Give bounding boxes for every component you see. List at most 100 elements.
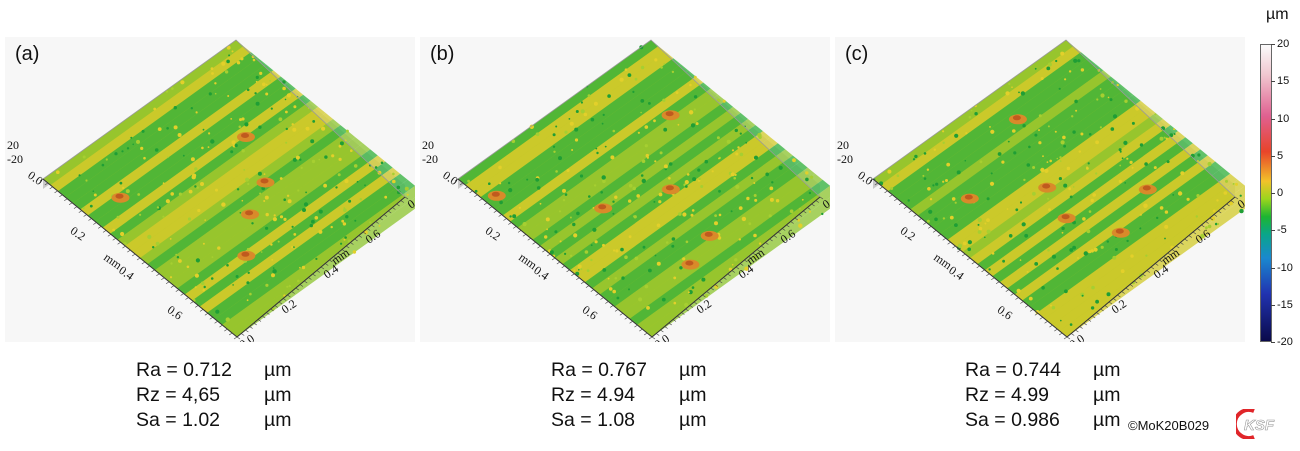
surface-speckle: [716, 136, 720, 140]
surface-speckle: [573, 269, 576, 272]
axis-tick: [180, 293, 184, 296]
surface-speckle: [539, 202, 542, 205]
surface-speckle: [577, 264, 582, 269]
surface-speckle: [1034, 262, 1039, 266]
axis-tick: [879, 186, 883, 190]
surface-speckle: [641, 178, 646, 184]
surface-speckle: [140, 146, 144, 150]
surface-speckle: [321, 126, 326, 131]
surface-stripe: [984, 131, 1186, 277]
surface-speckle: [689, 83, 692, 87]
axis-tick: [112, 238, 116, 241]
surface-speckle: [287, 199, 292, 204]
surface-speckle: [758, 242, 762, 245]
surface-stripe: [614, 167, 816, 313]
axis-tick: [619, 313, 624, 316]
surface-speckle: [989, 126, 991, 128]
axis-tick: [107, 234, 112, 237]
axis-tick: [479, 198, 483, 201]
surface-stripe: [1029, 167, 1231, 313]
surface-stripe: [43, 40, 244, 186]
surface-speckle: [569, 254, 573, 257]
surface-speckle: [263, 200, 266, 202]
surface-speckle: [126, 147, 130, 150]
axis-tick: [1142, 273, 1146, 277]
surface-speckle: [587, 94, 591, 98]
surface-speckle: [309, 223, 313, 228]
stat-unit: µm: [1093, 359, 1121, 381]
axis-tick: [59, 194, 63, 198]
axis-tick: [928, 226, 932, 229]
surface-speckle: [693, 108, 696, 111]
surface-speckle: [954, 133, 959, 138]
surface-speckle: [615, 249, 619, 253]
surface-speckle: [700, 185, 704, 188]
panel-c: 20-200.00.20.40.60.8mm0.00.20.40.60.8mm …: [835, 37, 1245, 342]
axis-tick: [986, 273, 990, 277]
axis-tick: [1234, 196, 1239, 200]
surface-speckle: [628, 288, 630, 291]
surface-speckle: [338, 157, 342, 161]
surface-speckle: [1169, 133, 1174, 138]
stat-ra: Ra = 0.767: [551, 359, 647, 381]
surface-speckle: [187, 217, 192, 221]
surface-speckle: [986, 218, 990, 223]
surface-speckle: [690, 123, 696, 128]
surface-speckle: [291, 246, 294, 249]
surface-bump-peak: [491, 191, 500, 197]
surface-speckle: [121, 150, 124, 153]
surface-speckle: [1032, 166, 1036, 169]
surface-speckle: [965, 132, 968, 135]
surface-speckle: [342, 222, 347, 226]
surface-speckle: [1026, 163, 1031, 167]
surface-speckle: [1196, 194, 1200, 198]
surface-speckle: [1041, 286, 1045, 290]
surface-speckle: [558, 156, 562, 161]
surface-speckle: [1059, 160, 1062, 162]
surface-speckle: [634, 256, 639, 261]
surface-speckle: [226, 59, 230, 64]
surface-speckle: [240, 57, 244, 61]
surface-speckle: [677, 123, 680, 126]
surface-speckle: [607, 277, 610, 280]
surface-speckle: [526, 178, 529, 181]
axis-tick: [498, 214, 502, 217]
axis-tick: [236, 336, 241, 340]
surface-speckle: [1156, 216, 1159, 220]
surface-stripe: [910, 70, 1111, 216]
axis-tick: [1087, 319, 1092, 322]
surface-speckle: [1100, 245, 1104, 249]
surface-speckle: [291, 225, 294, 228]
surface-bump-peak: [1142, 185, 1151, 191]
surface-speckle: [359, 198, 362, 201]
surface-speckle: [1118, 179, 1122, 183]
axis-tick: [580, 281, 585, 284]
surface-speckle: [753, 233, 757, 238]
surface-speckle: [769, 186, 774, 191]
surface-speckle: [378, 225, 381, 227]
surface-speckle: [529, 124, 534, 129]
surface-speckle: [690, 213, 694, 217]
surface-speckle: [1173, 133, 1176, 135]
surface-speckle: [231, 50, 234, 53]
surface-speckle: [586, 269, 590, 272]
axis-tick: [388, 210, 392, 214]
surface-speckle: [968, 115, 972, 119]
surface-speckle: [1232, 182, 1235, 185]
axis-tick: [1034, 313, 1039, 316]
surface-speckle: [942, 180, 945, 183]
surface-speckle: [1074, 99, 1078, 104]
surface-speckle: [665, 241, 669, 244]
axis-tick: [756, 249, 761, 252]
surface-speckle: [239, 212, 242, 214]
stat-row: Rz = 4,65 µm: [136, 383, 396, 408]
surface-stripe: [510, 82, 711, 228]
axis-tick: [522, 234, 527, 237]
surface-speckle: [1131, 121, 1135, 125]
surface-speckle: [1038, 129, 1040, 132]
surface-speckle: [1092, 193, 1096, 197]
surface-speckle: [1164, 210, 1169, 214]
surface-speckle: [1180, 171, 1185, 176]
axis-tick: [1121, 291, 1125, 294]
axis-tick: [561, 265, 565, 269]
